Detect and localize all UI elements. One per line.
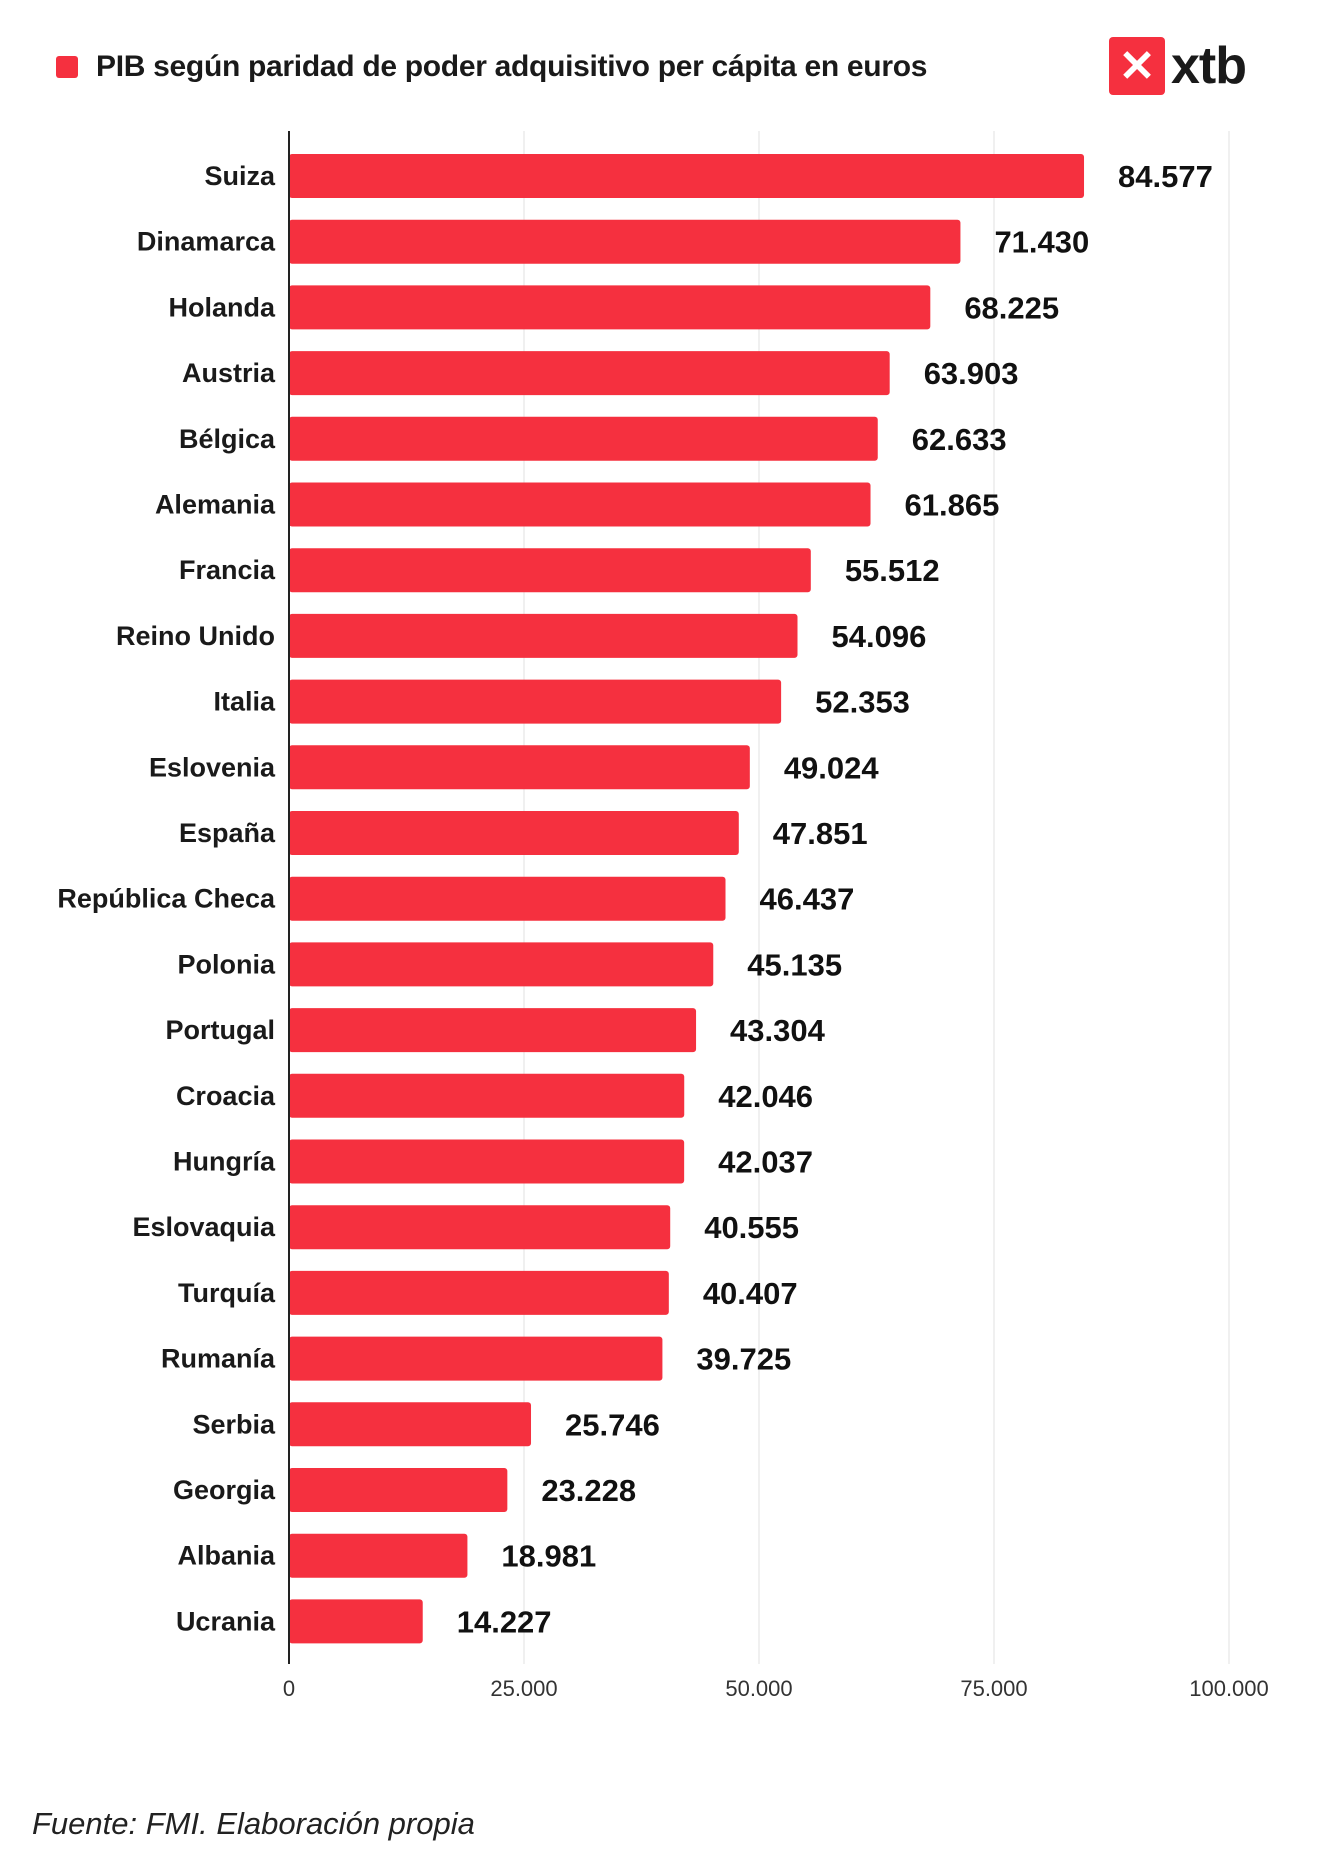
bar — [289, 613, 798, 658]
bar — [289, 745, 750, 790]
data-label: 49.024 — [784, 750, 880, 785]
data-label: 42.037 — [718, 1145, 813, 1180]
bar — [289, 1599, 423, 1644]
category-label: Serbia — [192, 1409, 276, 1439]
category-label: Bélgica — [179, 424, 276, 454]
category-label: Croacia — [176, 1081, 276, 1111]
category-label: Francia — [179, 555, 276, 585]
tick-label: 25.000 — [490, 1676, 557, 1701]
category-label: Ucrania — [176, 1606, 276, 1636]
tick-label: 100.000 — [1189, 1676, 1269, 1701]
category-label: Reino Unido — [116, 621, 275, 651]
data-label: 18.981 — [501, 1539, 596, 1574]
legend-label: PIB según paridad de poder adquisitivo p… — [96, 50, 928, 83]
data-label: 14.227 — [457, 1604, 552, 1639]
bar — [289, 1402, 532, 1447]
data-label: 47.851 — [773, 816, 868, 851]
bar — [289, 1139, 685, 1184]
bar — [289, 351, 890, 396]
data-label: 25.746 — [565, 1407, 660, 1442]
data-label: 63.903 — [924, 356, 1019, 391]
data-label: 46.437 — [760, 882, 855, 917]
bar — [289, 482, 871, 527]
data-label: 68.225 — [964, 290, 1059, 325]
category-label: Hungría — [173, 1147, 276, 1177]
category-label: Polonia — [177, 949, 275, 979]
category-label: Italia — [213, 687, 276, 717]
data-label: 23.228 — [541, 1473, 636, 1508]
data-label: 42.046 — [718, 1079, 813, 1114]
category-label: Turquía — [178, 1278, 276, 1308]
category-label: Eslovenia — [149, 752, 276, 782]
bar — [289, 1205, 671, 1250]
category-label: Alemania — [155, 490, 276, 520]
category-label: Georgia — [173, 1475, 276, 1505]
bar — [289, 548, 811, 593]
bar — [289, 679, 782, 724]
data-label: 54.096 — [832, 619, 927, 654]
data-label: 45.135 — [747, 947, 842, 982]
legend-swatch — [56, 56, 78, 78]
source-note: Fuente: FMI. Elaboración propia — [32, 1806, 475, 1841]
data-label: 52.353 — [815, 685, 910, 720]
bar — [289, 1533, 468, 1578]
tick-label: 0 — [283, 1676, 295, 1701]
data-label: 84.577 — [1118, 159, 1213, 194]
bar — [289, 1073, 685, 1118]
category-label: Portugal — [165, 1015, 275, 1045]
bar — [289, 219, 961, 264]
data-label: 71.430 — [994, 225, 1089, 260]
data-label: 43.304 — [730, 1013, 826, 1048]
category-label: Austria — [182, 358, 276, 388]
data-label: 39.725 — [696, 1342, 791, 1377]
tick-label: 75.000 — [960, 1676, 1027, 1701]
category-label: República Checa — [57, 884, 276, 914]
category-label: Dinamarca — [137, 227, 276, 257]
bar — [289, 942, 714, 987]
category-label: España — [179, 818, 276, 848]
bar — [289, 154, 1085, 198]
data-label: 61.865 — [905, 488, 1000, 523]
bar — [289, 1270, 669, 1315]
tick-label: 50.000 — [725, 1676, 792, 1701]
data-label: 62.633 — [912, 422, 1007, 457]
bar — [289, 1468, 508, 1512]
legend: PIB según paridad de poder adquisitivo p… — [56, 50, 927, 84]
bar — [289, 1336, 663, 1381]
bar — [289, 876, 726, 921]
category-label: Rumanía — [161, 1344, 276, 1374]
bar — [289, 811, 739, 855]
bar — [289, 416, 878, 461]
data-label: 55.512 — [845, 553, 940, 588]
category-label: Eslovaquia — [132, 1212, 276, 1242]
bar — [289, 285, 931, 330]
xtb-logo: ✕ xtb — [1109, 36, 1247, 96]
category-label: Holanda — [168, 292, 275, 322]
bar — [289, 1008, 697, 1053]
category-label: Albania — [177, 1541, 276, 1571]
category-label: Suiza — [204, 161, 276, 191]
logo-text: xtb — [1171, 37, 1247, 95]
logo-mark: ✕ — [1109, 37, 1165, 95]
data-label: 40.555 — [704, 1210, 799, 1245]
data-label: 40.407 — [703, 1276, 798, 1311]
